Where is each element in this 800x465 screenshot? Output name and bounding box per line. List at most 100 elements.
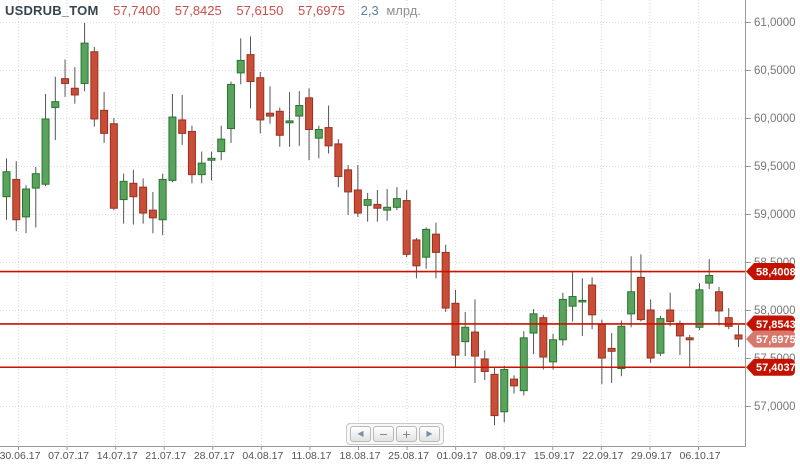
candle-up [236, 59, 245, 74]
quote-low: 57,6150 [236, 3, 284, 18]
candle-down [412, 239, 421, 267]
quote-open: 57,7400 [113, 3, 161, 18]
candle-down [324, 127, 333, 147]
candle-up [22, 188, 31, 218]
candle-down [344, 169, 353, 193]
candle-up [656, 318, 665, 354]
svg-text:14.07.17: 14.07.17 [97, 450, 138, 462]
volume-unit: млрд. [386, 3, 421, 18]
candles [2, 22, 743, 426]
candle-down [353, 189, 362, 214]
candle-down [148, 209, 157, 219]
candle-up [422, 228, 431, 258]
candle-up [383, 206, 392, 211]
candle-down [724, 317, 733, 327]
volume-value: 2,3 [360, 3, 379, 18]
svg-text:11.08.17: 11.08.17 [291, 450, 331, 462]
zoom-out-button[interactable]: − [373, 426, 394, 442]
candle-down [646, 309, 655, 359]
svg-text:60,0000: 60,0000 [754, 113, 796, 125]
candle-up [695, 289, 704, 328]
price-badge-label: 58,4008 [756, 267, 796, 279]
scroll-right-button[interactable]: ▶ [419, 426, 440, 442]
candle-down [246, 54, 255, 83]
candle-down [470, 331, 479, 357]
candle-down [266, 112, 275, 117]
zoom-in-button[interactable]: + [396, 426, 417, 442]
svg-text:29.09.17: 29.09.17 [631, 450, 672, 462]
candle-up [2, 171, 11, 198]
price-badge [746, 358, 795, 376]
price-level-lines [0, 270, 745, 369]
svg-text:15.09.17: 15.09.17 [534, 450, 575, 462]
axes [0, 0, 751, 450]
candle-down [675, 322, 684, 337]
candle-down [334, 143, 343, 178]
candle-up [51, 101, 60, 108]
candle-up [568, 296, 577, 307]
candle-down [588, 284, 597, 316]
price-badge-label: 57,4037 [756, 362, 796, 374]
svg-text:21.07.17: 21.07.17 [145, 450, 186, 462]
candle-up [519, 337, 528, 392]
candle-down [451, 302, 460, 356]
candle-up [197, 162, 206, 176]
svg-text:06.10.17: 06.10.17 [680, 450, 721, 462]
candle-down [714, 291, 723, 312]
time-axis-labels: 30.06.17 07.07.17 14.07.17 21.07.17 28.07.17… [0, 450, 721, 462]
candle-down [256, 77, 265, 121]
svg-text:28.07.17: 28.07.17 [194, 450, 235, 462]
candle-down [373, 203, 382, 209]
right-arrow-icon: ▶ [426, 429, 433, 438]
svg-text:22.09.17: 22.09.17 [582, 450, 623, 462]
svg-text:61,0000: 61,0000 [754, 17, 796, 29]
candle-up [41, 118, 50, 185]
candle-down [431, 233, 440, 253]
grid [0, 0, 745, 446]
quote-close: 57,6975 [298, 3, 345, 18]
candle-up [285, 120, 294, 124]
svg-text:04.08.17: 04.08.17 [242, 450, 283, 462]
candle-up [158, 178, 167, 221]
svg-text:59,0000: 59,0000 [754, 209, 796, 221]
price-badge [746, 263, 795, 281]
scroll-left-button[interactable]: ◀ [350, 426, 371, 442]
svg-text:25.08.17: 25.08.17 [388, 450, 429, 462]
svg-text:60,5000: 60,5000 [754, 65, 796, 77]
candle-down [90, 51, 99, 120]
candle-up [168, 116, 177, 181]
candle-down [402, 200, 411, 255]
svg-text:30.06.17: 30.06.17 [0, 450, 41, 462]
candle-up [627, 291, 636, 315]
candle-up [119, 180, 128, 201]
candle-up [461, 326, 470, 343]
candle-down [490, 373, 499, 417]
candle-down [666, 309, 675, 323]
candle-up [314, 129, 323, 139]
candle-down [734, 334, 743, 340]
candle-up [295, 105, 304, 117]
svg-text:08.09.17: 08.09.17 [485, 450, 526, 462]
candle-down [685, 337, 694, 341]
candle-up [217, 138, 226, 153]
candle-up [207, 157, 216, 161]
candle-down [100, 109, 109, 134]
candle-down [139, 186, 148, 214]
candle-up [80, 42, 89, 84]
candle-down [480, 358, 489, 372]
candle-up [392, 198, 401, 208]
candle-down [129, 182, 138, 198]
quote-header: USDRUB_TOM 57,7400 57,8425 57,6150 57,69… [5, 3, 421, 18]
plus-icon: + [401, 427, 412, 441]
svg-text:07.07.17: 07.07.17 [48, 450, 89, 462]
candle-down [61, 78, 70, 84]
candle-down [636, 276, 645, 321]
candle-up [558, 298, 567, 341]
quote-high: 57,8425 [174, 3, 222, 18]
svg-text:57,0000: 57,0000 [754, 401, 796, 413]
candle-down [12, 178, 21, 221]
price-badge-label: 57,6975 [756, 334, 796, 346]
